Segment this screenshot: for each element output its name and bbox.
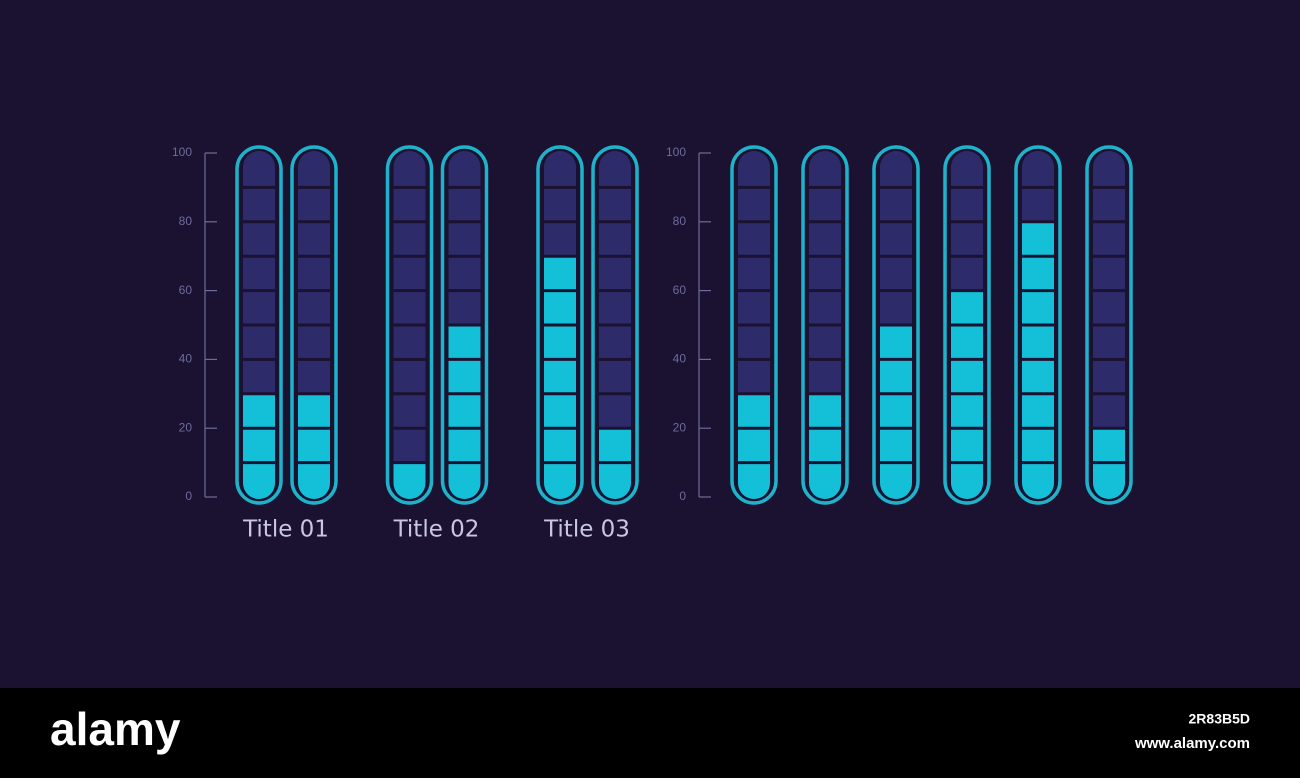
- bar: [243, 393, 275, 499]
- y-tick-label: 40: [179, 352, 193, 366]
- bar-outline: [385, 145, 434, 505]
- y-tick-label: 0: [185, 489, 192, 503]
- y-tick-label: 60: [673, 283, 687, 297]
- footer-image-id: 2R83B5D: [1189, 711, 1250, 727]
- bar-outline: [536, 145, 584, 505]
- bar-outline: [1014, 145, 1062, 505]
- y-tick-label: 100: [666, 145, 686, 159]
- footer-bar: [0, 688, 1300, 778]
- bar-outline: [872, 145, 920, 505]
- bar-outline: [290, 145, 338, 505]
- bar-outline: [801, 145, 849, 505]
- bar-outline: [235, 145, 283, 505]
- y-tick-label: 60: [179, 283, 193, 297]
- y-tick-label: 40: [673, 352, 687, 366]
- bar: [880, 325, 912, 499]
- y-tick-label: 80: [179, 214, 193, 228]
- x-tick-label: Title 02: [393, 517, 480, 543]
- bar: [393, 462, 426, 499]
- x-tick-label: Title 03: [543, 517, 630, 543]
- bar-outline: [440, 145, 489, 505]
- background: [0, 0, 1300, 688]
- y-tick-label: 100: [172, 145, 192, 159]
- bar-outline: [943, 145, 991, 505]
- bar: [448, 325, 481, 499]
- bar: [809, 393, 841, 499]
- bar-outline: [591, 145, 639, 505]
- y-tick-label: 80: [673, 214, 687, 228]
- bar-outline: [730, 145, 778, 505]
- x-tick-label: Title 01: [242, 517, 329, 543]
- y-tick-label: 0: [679, 489, 686, 503]
- y-tick-label: 20: [179, 420, 193, 434]
- bar: [298, 393, 330, 499]
- bar: [738, 393, 770, 499]
- bar-outline: [1085, 145, 1133, 505]
- footer-brand: alamy: [50, 703, 181, 755]
- bar: [544, 256, 576, 499]
- footer-url: www.alamy.com: [1134, 735, 1250, 752]
- y-tick-label: 20: [673, 420, 687, 434]
